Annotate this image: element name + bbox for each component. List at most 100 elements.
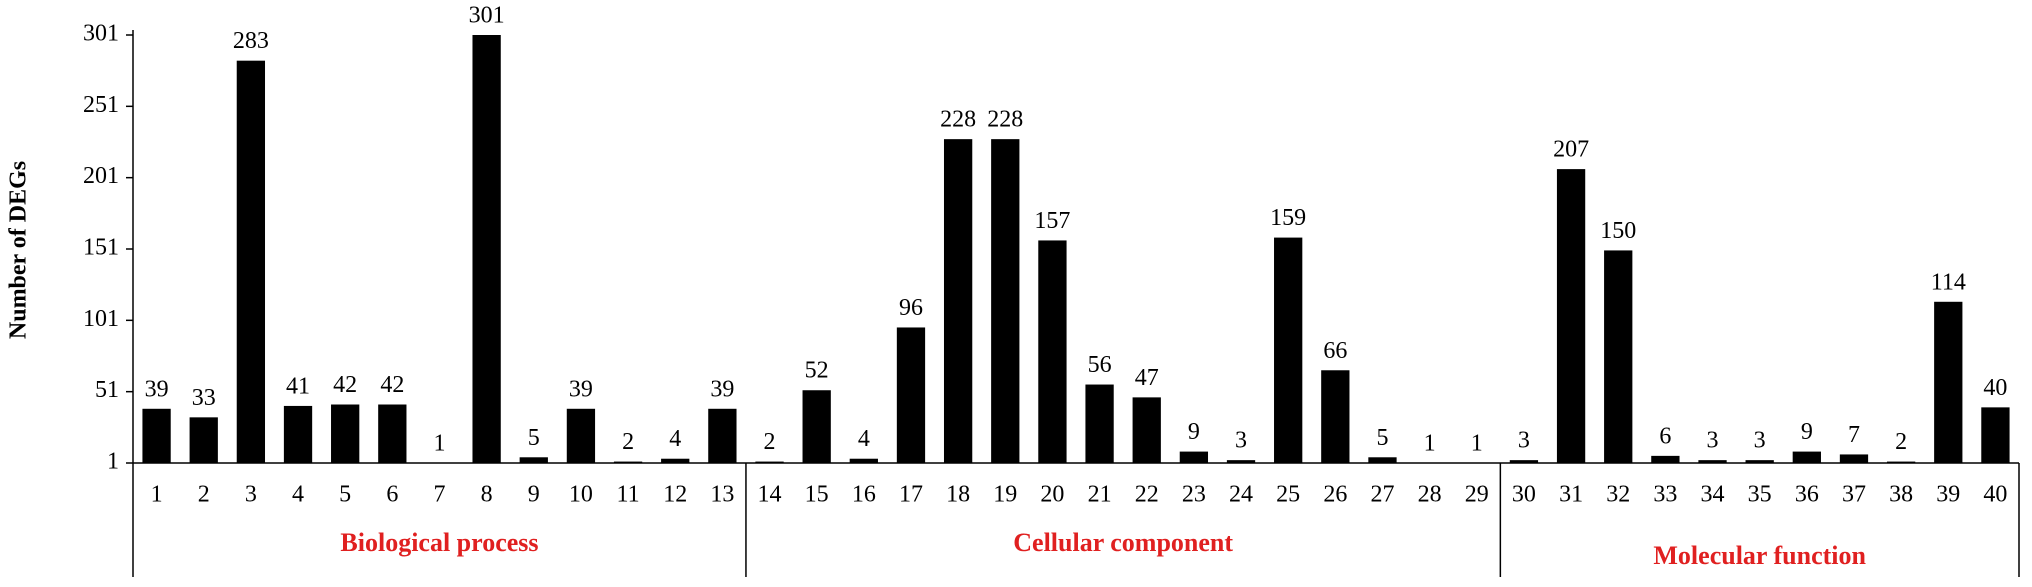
value-label: 56 [1088,352,1112,378]
x-tick-label: 24 [1229,482,1253,508]
value-label: 283 [233,28,269,54]
x-tick-label: 18 [946,482,970,508]
value-label: 228 [987,107,1023,133]
bar [755,461,784,463]
bar [142,408,171,463]
bar [519,457,548,463]
bar [1085,384,1114,463]
y-tick-label: 201 [83,163,119,189]
value-label: 66 [1323,338,1347,364]
x-tick-label: 17 [899,482,923,508]
group-label: Molecular function [1653,541,1866,570]
value-label: 47 [1135,365,1159,391]
bar [1226,460,1256,463]
bar [378,404,407,463]
x-tick-label: 16 [852,482,876,508]
value-label: 42 [380,372,404,398]
bar [331,404,360,463]
x-tick-label: 11 [617,482,640,508]
x-tick-label: 3 [245,482,257,508]
x-tick-label: 37 [1842,482,1866,508]
x-tick-label: 23 [1182,482,1206,508]
bar [472,35,501,463]
value-label: 2 [622,429,634,455]
x-tick-label: 9 [528,482,540,508]
y-tick-label: 51 [95,377,119,403]
value-label: 33 [192,385,216,411]
y-tick-label: 101 [83,306,119,332]
x-tick-label: 28 [1418,482,1442,508]
x-tick-label: 34 [1701,482,1725,508]
value-label: 96 [899,295,923,321]
value-label: 1 [1424,431,1436,457]
bar [1604,250,1633,463]
bar [802,390,831,463]
group-label: Cellular component [1013,528,1233,557]
value-label: 42 [333,372,357,398]
value-label: 159 [1270,205,1306,231]
x-tick-label: 19 [993,482,1017,508]
bar [1132,397,1161,463]
x-tick-label: 27 [1370,482,1394,508]
value-label: 3 [1754,428,1766,454]
x-tick-label: 8 [481,482,493,508]
value-label: 39 [569,376,593,402]
x-tick-label: 2 [198,482,210,508]
y-tick-label: 1 [107,449,119,475]
bar [613,461,643,463]
value-label: 157 [1034,208,1070,234]
bar [1886,461,1916,463]
value-label: 114 [1931,269,1966,295]
bar [1179,451,1209,463]
x-tick-label: 40 [1983,482,2007,508]
bar [1792,451,1821,463]
bar [1038,240,1067,463]
bar [1509,460,1539,463]
bar [283,405,313,463]
value-label: 52 [805,358,829,384]
bar [236,60,266,464]
x-tick-label: 39 [1936,482,1960,508]
x-tick-label: 22 [1135,482,1159,508]
value-label: 228 [940,107,976,133]
y-axis-title: Number of DEGs [6,161,32,339]
value-label: 301 [469,3,505,29]
value-label: 4 [669,426,681,452]
y-tick-label: 151 [83,235,119,261]
value-label: 39 [710,376,734,402]
x-tick-label: 38 [1889,482,1913,508]
bar [1934,301,1963,463]
x-tick-label: 4 [292,482,304,508]
x-tick-label: 10 [569,482,593,508]
x-tick-label: 32 [1606,482,1630,508]
bar [991,139,1020,463]
x-tick-label: 36 [1795,482,1819,508]
x-tick-label: 20 [1040,482,1064,508]
value-label: 1 [433,431,445,457]
value-label: 2 [764,429,776,455]
x-tick-label: 14 [758,482,782,508]
bar [661,458,690,463]
value-label: 6 [1659,423,1671,449]
x-tick-label: 15 [805,482,829,508]
value-label: 1 [1471,431,1483,457]
x-tick-label: 30 [1512,482,1536,508]
value-label: 4 [858,426,870,452]
value-label: 9 [1801,419,1813,445]
value-label: 7 [1848,422,1860,448]
x-tick-label: 13 [710,482,734,508]
bar [708,408,737,463]
x-tick-label: 33 [1653,482,1677,508]
x-tick-label: 12 [663,482,687,508]
bar [1556,169,1586,463]
bar [896,327,926,463]
value-label: 39 [145,376,169,402]
x-tick-label: 21 [1088,482,1112,508]
bar [566,408,596,463]
bar [849,458,878,463]
x-tick-label: 25 [1276,482,1300,508]
x-tick-label: 5 [339,482,351,508]
y-tick-label: 251 [83,92,119,118]
x-tick-label: 7 [433,482,445,508]
